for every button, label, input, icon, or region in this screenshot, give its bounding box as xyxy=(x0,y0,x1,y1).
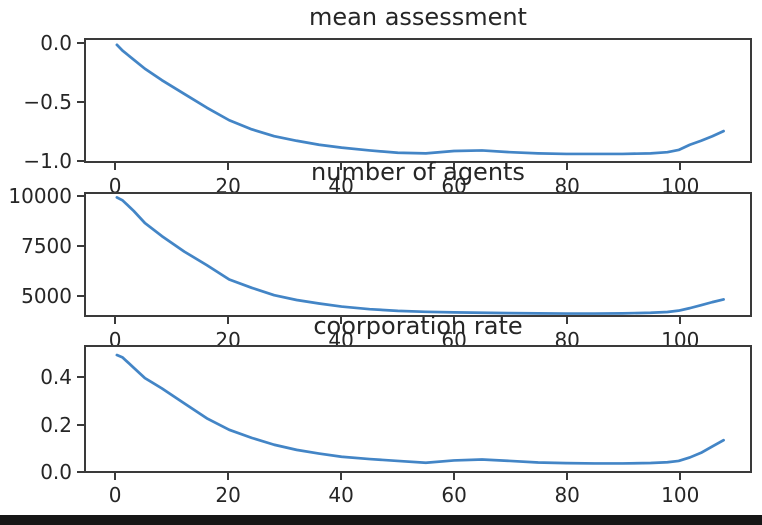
y-tick-mark xyxy=(77,244,84,247)
x-tick-label: 40 xyxy=(328,483,354,507)
x-tick-label: 80 xyxy=(554,483,580,507)
x-tick-mark xyxy=(679,163,682,170)
x-tick-label: 100 xyxy=(661,483,700,507)
x-tick-label: 100 xyxy=(661,174,700,192)
y-tick-mark xyxy=(77,471,84,474)
x-tick-mark xyxy=(114,163,117,170)
bottom-black-bar xyxy=(0,515,762,525)
line-series xyxy=(115,353,725,465)
y-tick-label: 0.4 xyxy=(40,365,72,390)
x-tick-label: 80 xyxy=(554,174,580,192)
x-tick-label: 0 xyxy=(108,174,122,192)
x-tick-label: 0 xyxy=(108,328,122,345)
x-tick-mark xyxy=(340,317,343,324)
y-tick-mark xyxy=(77,376,84,379)
x-tick-label: 20 xyxy=(215,483,241,507)
x-tick-mark xyxy=(227,317,230,324)
x-axis: 0 20 40 60 80 100 xyxy=(84,163,752,192)
y-tick-mark xyxy=(77,194,84,197)
y-tick-label: 0.0 xyxy=(40,30,72,55)
x-tick-mark xyxy=(453,163,456,170)
x-tick-mark xyxy=(566,473,569,480)
x-tick-mark xyxy=(114,473,117,480)
x-axis: 0 20 40 60 80 100 xyxy=(84,473,752,508)
x-tick-label: 60 xyxy=(441,174,467,192)
x-tick-mark xyxy=(227,473,230,480)
x-tick-mark xyxy=(679,473,682,480)
y-tick-mark xyxy=(77,41,84,44)
x-tick-label: 20 xyxy=(215,328,241,345)
y-tick-label: 0.0 xyxy=(40,460,72,485)
plot-area xyxy=(84,345,752,473)
x-tick-mark xyxy=(566,163,569,170)
x-tick-mark xyxy=(566,317,569,324)
x-tick-label: 0 xyxy=(108,483,122,507)
plot-title: coorporation rate xyxy=(313,312,523,340)
y-tick-mark xyxy=(77,100,84,103)
y-tick-label: −1.0 xyxy=(23,148,72,173)
line-series xyxy=(115,43,725,156)
x-axis: 0 20 40 60 80 100 xyxy=(84,317,752,345)
x-tick-mark xyxy=(340,473,343,480)
plot-title: mean assessment xyxy=(309,3,527,31)
y-tick-mark xyxy=(77,423,84,426)
y-tick-label: 5000 xyxy=(21,283,72,308)
line-series xyxy=(115,196,725,315)
x-tick-label: 20 xyxy=(215,174,241,192)
plot-title: number of agents xyxy=(311,158,525,186)
x-tick-label: 40 xyxy=(328,328,354,345)
y-tick-label: 10000 xyxy=(8,183,72,208)
x-tick-mark xyxy=(340,163,343,170)
y-tick-mark xyxy=(77,159,84,162)
x-tick-mark xyxy=(453,473,456,480)
x-tick-mark xyxy=(114,317,117,324)
x-tick-label: 80 xyxy=(554,328,580,345)
x-tick-mark xyxy=(227,163,230,170)
y-tick-mark xyxy=(77,294,84,297)
x-tick-label: 100 xyxy=(661,328,700,345)
x-tick-label: 60 xyxy=(441,328,467,345)
x-tick-mark xyxy=(453,317,456,324)
y-tick-label: 7500 xyxy=(21,233,72,258)
x-tick-label: 40 xyxy=(328,174,354,192)
plot-area xyxy=(84,38,752,163)
y-tick-label: −0.5 xyxy=(23,89,72,114)
x-tick-mark xyxy=(679,317,682,324)
y-tick-label: 0.2 xyxy=(40,412,72,437)
plot-area xyxy=(84,192,752,317)
x-tick-label: 60 xyxy=(441,483,467,507)
